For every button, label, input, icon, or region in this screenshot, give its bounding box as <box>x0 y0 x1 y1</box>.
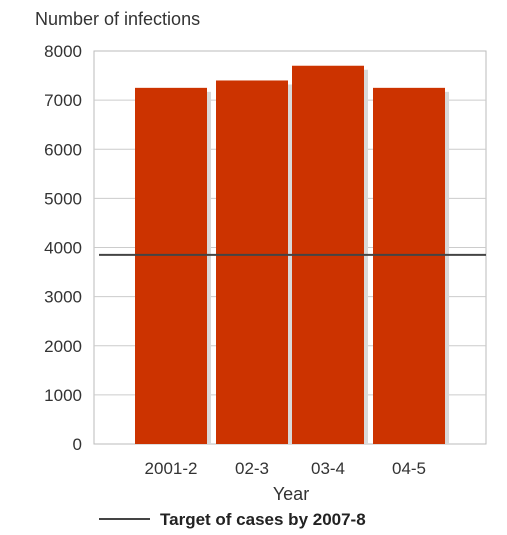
bar-2001-2 <box>135 87 207 444</box>
bar-04-5 <box>373 87 445 444</box>
x-tick-03-4: 03-4 <box>311 459 345 478</box>
x-tick-02-3: 02-3 <box>235 459 269 478</box>
y-tick-7000: 7000 <box>44 91 82 110</box>
x-axis-title: Year <box>273 484 309 504</box>
y-tick-6000: 6000 <box>44 140 82 159</box>
x-tick-labels: 2001-2 02-3 03-4 04-5 <box>145 459 426 478</box>
x-tick-04-5: 04-5 <box>392 459 426 478</box>
bars <box>135 65 449 445</box>
bar-02-3 <box>216 80 288 444</box>
y-tick-2000: 2000 <box>44 337 82 356</box>
y-axis-title: Number of infections <box>35 9 200 29</box>
x-tick-2001-2: 2001-2 <box>145 459 198 478</box>
legend-label: Target of cases by 2007-8 <box>160 510 366 529</box>
y-tick-0: 0 <box>73 435 82 454</box>
y-tick-labels: 0 1000 2000 3000 4000 5000 6000 7000 8000 <box>44 42 82 454</box>
y-tick-4000: 4000 <box>44 239 82 258</box>
y-tick-1000: 1000 <box>44 386 82 405</box>
y-tick-8000: 8000 <box>44 42 82 61</box>
y-tick-5000: 5000 <box>44 189 82 208</box>
y-tick-3000: 3000 <box>44 288 82 307</box>
